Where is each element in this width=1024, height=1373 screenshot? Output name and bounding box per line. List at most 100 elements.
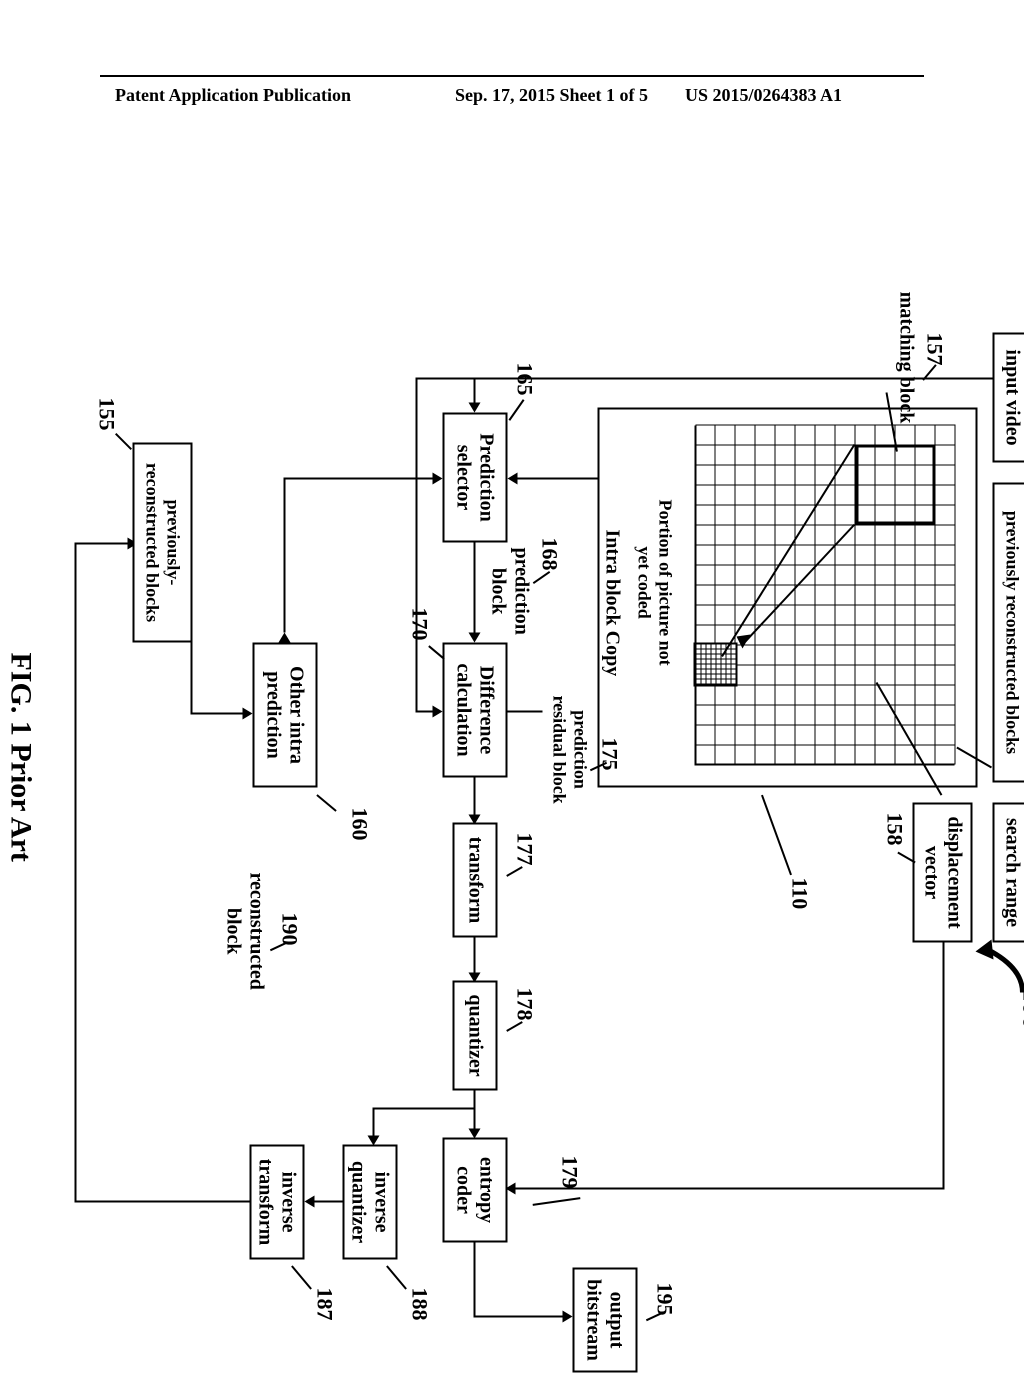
output-bitstream-label: output bitstream xyxy=(582,1274,628,1367)
entropy-coder-box: entropy coder xyxy=(443,1138,508,1243)
grid-cell xyxy=(895,646,915,666)
displacement-vector-box: displacement vector xyxy=(913,803,973,943)
grid-cell xyxy=(715,606,735,626)
grid-cell xyxy=(855,686,875,706)
grid-cell xyxy=(835,706,855,726)
grid-cell xyxy=(755,606,775,626)
header-right: US 2015/0264383 A1 xyxy=(685,85,842,106)
lead-168 xyxy=(533,571,551,584)
grid-cell xyxy=(695,726,715,746)
conn-input-branch-v1 xyxy=(418,378,476,380)
grid-cell xyxy=(935,426,955,446)
grid-cell xyxy=(775,506,795,526)
prev-recon-top-label: previously reconstructed blocks xyxy=(1002,511,1023,754)
grid-cell xyxy=(915,606,935,626)
grid-cell xyxy=(715,486,735,506)
grid-cell xyxy=(695,706,715,726)
subgrid-cell xyxy=(721,680,726,685)
grid-cell xyxy=(735,506,755,526)
grid-cell xyxy=(755,706,775,726)
grid-cell xyxy=(775,446,795,466)
grid-cell xyxy=(755,746,775,766)
grid-cell xyxy=(695,546,715,566)
subgrid-cell xyxy=(711,680,716,685)
inverse-transform-label: inverse transform xyxy=(254,1151,300,1254)
grid-cell xyxy=(835,646,855,666)
conn-quant-entropy xyxy=(474,1091,476,1129)
grid-cell xyxy=(715,706,735,726)
subgrid-cell xyxy=(706,680,711,685)
lead-110 xyxy=(761,795,792,876)
grid-cell xyxy=(815,586,835,606)
grid-cell xyxy=(795,446,815,466)
matching-block-outline xyxy=(856,445,936,525)
grid-cell xyxy=(835,626,855,646)
grid-cell xyxy=(775,646,795,666)
subgrid-cell xyxy=(726,680,731,685)
prev-recon-bottom-label: previously- reconstructed blocks xyxy=(142,449,184,637)
grid-cell xyxy=(855,726,875,746)
conn-diff-to-trans xyxy=(474,778,476,815)
grid-cell xyxy=(815,726,835,746)
grid-cell xyxy=(935,446,955,466)
output-bitstream-box: output bitstream xyxy=(573,1268,638,1373)
conn-prevrecon-other-src xyxy=(191,543,193,715)
conn-ibc-entropy-h xyxy=(943,943,945,1190)
grid-cell xyxy=(735,706,755,726)
ref-155-bottom: 155 xyxy=(94,398,120,431)
ref-170: 170 xyxy=(407,608,433,641)
grid-cell xyxy=(735,466,755,486)
grid-cell xyxy=(935,566,955,586)
grid-cell xyxy=(815,626,835,646)
diagram-canvas: FIG. 1 Prior Art input video 101 previou… xyxy=(0,333,1024,1073)
conn-input-down xyxy=(476,378,993,380)
inverse-quantizer-box: inverse quantizer xyxy=(343,1145,398,1260)
grid-cell xyxy=(755,666,775,686)
grid-cell xyxy=(775,686,795,706)
intra-block-copy-label: Intra block Copy xyxy=(601,530,624,677)
grid-cell xyxy=(915,686,935,706)
grid-cell xyxy=(695,566,715,586)
grid-cell xyxy=(795,746,815,766)
grid-cell xyxy=(775,666,795,686)
grid-cell xyxy=(735,526,755,546)
ref-168: 168 xyxy=(537,538,563,571)
grid-cell xyxy=(735,426,755,446)
grid-cell xyxy=(815,506,835,526)
system-arrow-icon xyxy=(973,938,1024,1008)
grid-cell xyxy=(935,746,955,766)
search-range-label: search range xyxy=(1001,818,1024,927)
conn-entropy-out-v xyxy=(474,1316,563,1318)
other-intra-box: Other intra prediction xyxy=(253,643,318,788)
conn-input-to-predsel xyxy=(474,378,476,403)
conn-input-to-diffcalc xyxy=(416,711,433,713)
grid-cell xyxy=(795,546,815,566)
grid-cell xyxy=(755,466,775,486)
grid-cell xyxy=(935,606,955,626)
dv-arrowhead-icon xyxy=(729,635,751,657)
input-video-label: input video xyxy=(1001,349,1024,445)
grid-cell xyxy=(835,666,855,686)
grid-cell xyxy=(695,466,715,486)
grid-cell xyxy=(875,726,895,746)
other-intra-label: Other intra prediction xyxy=(262,649,308,782)
grid-cell xyxy=(755,506,775,526)
conn-bottom-h xyxy=(75,543,77,1203)
grid-cell xyxy=(715,446,735,466)
inverse-quantizer-label: inverse quantizer xyxy=(347,1151,393,1254)
grid-cell xyxy=(695,746,715,766)
prev-recon-top-box: previously reconstructed blocks xyxy=(993,483,1024,783)
grid-cell xyxy=(755,526,775,546)
grid-cell xyxy=(915,626,935,646)
grid-cell xyxy=(855,666,875,686)
ref-157: 157 xyxy=(922,333,948,366)
grid-cell xyxy=(755,726,775,746)
conn-to-prevrecon xyxy=(75,543,128,545)
grid-cell xyxy=(735,746,755,766)
entropy-coder-label: entropy coder xyxy=(452,1144,498,1237)
grid-cell xyxy=(735,546,755,566)
grid-cell xyxy=(775,466,795,486)
inverse-transform-box: inverse transform xyxy=(250,1145,305,1260)
grid-cell xyxy=(935,466,955,486)
prediction-selector-label: Prediction selector xyxy=(452,419,498,537)
